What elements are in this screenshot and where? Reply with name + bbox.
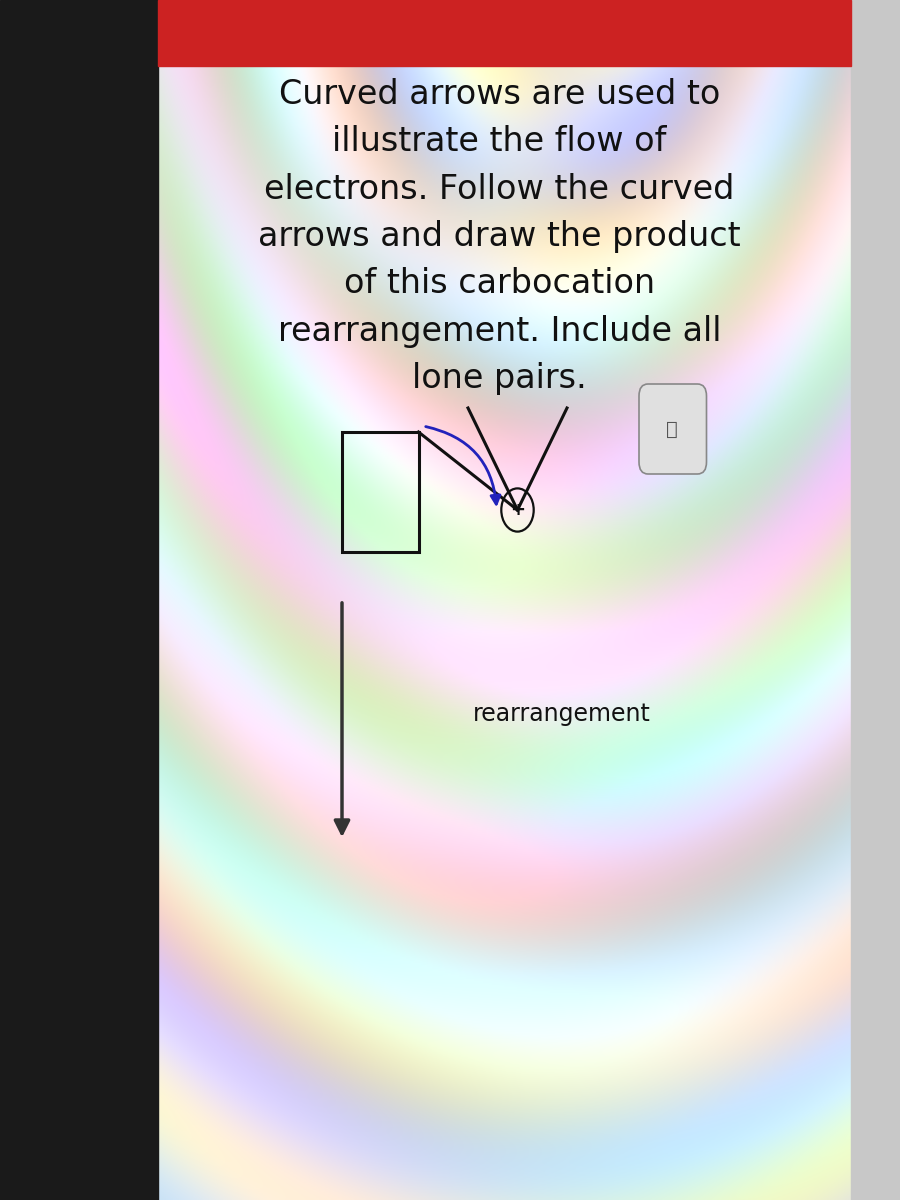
- Text: Curved arrows are used to
illustrate the flow of
electrons. Follow the curved
ar: Curved arrows are used to illustrate the…: [258, 78, 741, 395]
- Text: +: +: [510, 502, 525, 518]
- Bar: [0, 0, 158, 1200]
- Bar: [342, 432, 418, 552]
- Text: ⌕: ⌕: [666, 420, 679, 438]
- Bar: [850, 0, 900, 1200]
- Text: rearrangement: rearrangement: [472, 702, 651, 726]
- FancyBboxPatch shape: [639, 384, 706, 474]
- Bar: [158, 0, 850, 66]
- FancyArrowPatch shape: [426, 426, 500, 504]
